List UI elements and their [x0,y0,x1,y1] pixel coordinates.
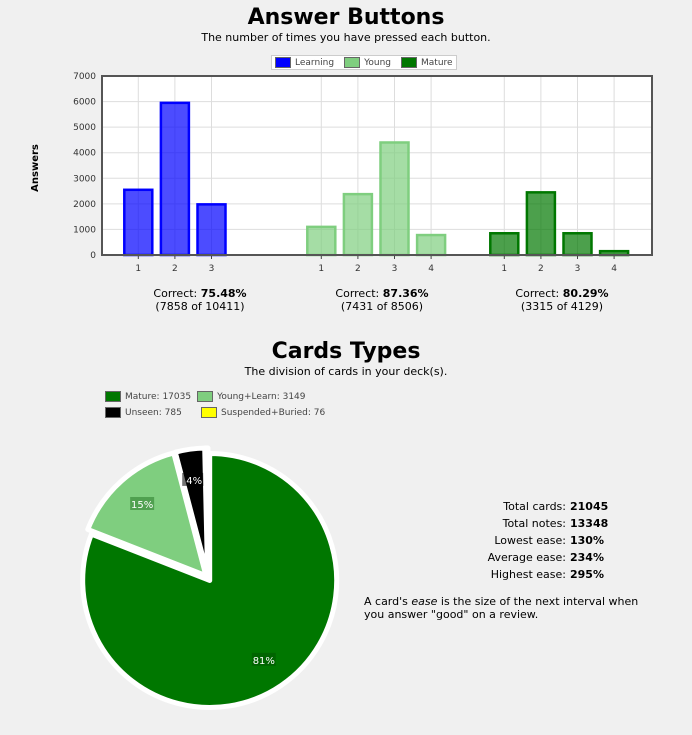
bar-mature-2 [525,191,557,257]
pie-slice-label: 4% [186,476,202,487]
correct-label: Correct: [335,287,380,300]
legend-item-young-learn: Young+Learn: 3149 [197,391,306,402]
legend-label: Unseen: 785 [125,407,182,418]
bar-mature-3 [562,232,593,257]
x-tick-label: 3 [209,264,215,274]
answer-buttons-subtitle: The number of times you have pressed eac… [201,31,491,44]
legend-swatch-suspended [201,407,217,418]
x-tick-label: 3 [392,264,398,274]
legend-item-mature: Mature: 17035 [105,391,191,402]
correct-detail: (7858 of 10411) [155,300,245,313]
x-tick-label: 2 [538,264,544,274]
correct-label: Correct: [153,287,198,300]
legend-swatch-mature [105,391,121,402]
correct-percent: 80.29% [562,287,609,300]
stat-value: 13348 [570,517,609,530]
stat-label: Lowest ease: [494,534,566,547]
plot-area [102,76,652,255]
y-tick-label: 2000 [73,200,96,210]
ease-note: A card's ease is the size of the next in… [364,595,654,621]
card-types-title: Cards Types [271,339,421,364]
stat-lowest-ease: Lowest ease: 130% [440,532,608,549]
answer-buttons-title: Answer Buttons [247,5,445,30]
y-tick-label: 0 [90,251,96,261]
stat-label: Total cards: [503,500,566,513]
legend-label-learning: Learning [295,57,335,68]
y-tick-label: 1000 [73,225,96,235]
correct-detail: (7431 of 8506) [340,300,424,313]
bar-mature-1 [489,232,520,257]
x-tick-label: 4 [611,264,617,274]
correct-percent: 75.48% [200,287,247,300]
pie-label-bg [130,496,155,510]
legend-swatch-young-learn [197,391,214,402]
y-tick-label: 7000 [73,72,96,82]
legend-swatch-learning [275,57,291,68]
x-tick-label: 3 [575,264,581,274]
correct-detail: (3315 of 4129) [520,300,604,313]
x-tick-label: 1 [501,264,507,274]
legend-swatch-unseen [105,407,121,418]
stat-value: 130% [570,534,604,547]
stat-label: Total notes: [502,517,566,530]
x-tick-label: 1 [318,264,324,274]
ease-note-suffix: is the size of the next interval when yo… [364,595,639,621]
legend-swatch-mature [401,57,418,68]
pie-slice-unseen [172,445,211,578]
correct-percent: 87.36% [382,287,429,300]
y-tick-label: 5000 [73,123,96,133]
stat-value: 295% [570,568,604,581]
pie-slice-young-learn [85,450,209,579]
bar-learning-2 [159,101,191,257]
legend-label: Suspended+Buried: 76 [221,407,326,418]
bar-young-1 [306,225,337,257]
stat-total-notes: Total notes: 13348 [440,515,609,532]
card-types-legend: Mature: 17035 Young+Learn: 3149 Unseen: … [105,391,326,418]
legend-item-unseen: Unseen: 785 [105,407,195,418]
x-tick-label: 1 [135,264,141,274]
stat-label: Average ease: [487,551,566,564]
stat-highest-ease: Highest ease: 295% [440,566,608,583]
pie-slice-suspended-buried [202,445,211,578]
legend-label: Young+Learn: 3149 [217,391,306,402]
bar-learning-3 [196,203,227,257]
legend-label-mature: Mature [421,57,453,68]
bar-young-2 [342,192,374,257]
bar-young-3 [379,141,410,257]
y-axis-label: Answers [30,144,41,192]
correct-mature: Correct: 80.29% (3315 of 4129) [472,287,652,313]
answer-buttons-legend: Learning Young Mature [271,55,457,70]
legend-label: Mature: 17035 [125,391,192,402]
answer-buttons-chart: 0 1000 2000 3000 4000 5000 6000 7000 Answers 1 2 3 1… [30,72,653,274]
x-tick-label: 4 [428,264,434,274]
pie-slice-mature [80,450,340,710]
pie-label-bg [251,652,276,666]
card-types-subtitle: The division of cards in your deck(s). [244,365,448,378]
card-stats: Total cards: 21045 Total notes: 13348 Lowe… [440,498,609,583]
stat-value: 234% [570,551,604,564]
stat-label: Highest ease: [490,568,566,581]
pie-label-bg [182,472,207,486]
legend-label-young: Young [364,57,392,68]
x-tick-label: 2 [355,264,361,274]
pie-slice-label: 15% [131,500,153,511]
correct-learning: Correct: 75.48% (7858 of 10411) [110,287,290,313]
stat-average-ease: Average ease: 234% [440,549,608,566]
y-tick-label: 4000 [73,149,96,159]
legend-swatch-young [344,57,361,68]
legend-item-suspended: Suspended+Buried: 76 [201,407,325,418]
bar-learning-1 [123,188,154,257]
stat-total-cards: Total cards: 21045 [440,498,608,515]
y-tick-label: 3000 [73,174,96,184]
correct-young: Correct: 87.36% (7431 of 8506) [292,287,472,313]
ease-note-em: ease [411,595,438,608]
ease-note-prefix: A card's [364,595,412,608]
plot-frame [101,75,653,256]
bar-young-4 [415,233,447,257]
x-tick-label: 2 [172,264,178,274]
correct-label: Correct: [515,287,560,300]
y-tick-label: 6000 [73,98,96,108]
stat-value: 21045 [570,500,609,513]
pie-slice-label: 81% [253,656,275,667]
